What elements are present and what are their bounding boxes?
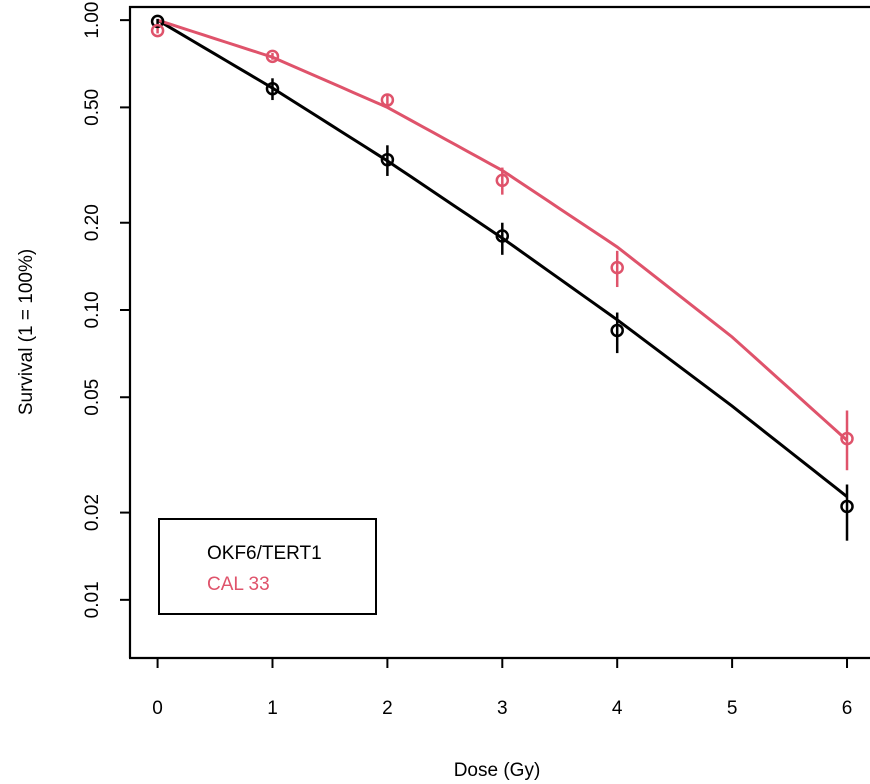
y-tick-label: 0.02 (82, 494, 103, 531)
plot-frame (128, 5, 870, 660)
x-tick-label: 4 (612, 698, 623, 719)
data-point (495, 173, 510, 188)
x-tick-label: 6 (842, 698, 853, 719)
x-tick-label: 2 (382, 698, 393, 719)
fit-lines (156, 18, 849, 498)
y-tick-label: 0.50 (82, 89, 103, 126)
data-point (610, 260, 624, 275)
y-tick-label: 1.00 (82, 2, 103, 39)
y-tick-label: 0.10 (82, 291, 103, 328)
legend-box (158, 518, 377, 615)
x-tick-label: 1 (267, 698, 278, 719)
x-axis: 0 1 2 3 4 5 6 (152, 658, 852, 719)
y-tick-label: 0.01 (82, 581, 103, 618)
data-point (150, 23, 165, 38)
data-point (840, 431, 854, 446)
legend: OKF6/TERT1 CAL 33 (158, 518, 377, 615)
data-point (495, 229, 510, 243)
x-axis-label: Dose (Gy) (454, 760, 541, 781)
data-point (265, 81, 280, 96)
data-point (840, 499, 854, 514)
legend-label-cal33: CAL 33 (207, 574, 270, 595)
data-point (610, 323, 624, 338)
y-axis-label: Survival (1 = 100%) (16, 249, 37, 415)
y-axis: 0.01 0.02 0.05 0.10 0.20 0.50 1.00 (82, 2, 130, 618)
data-point (150, 14, 165, 29)
x-tick-label: 3 (497, 698, 508, 719)
data-points (150, 14, 854, 514)
data-point (265, 49, 280, 64)
legend-label-okf6: OKF6/TERT1 (207, 543, 322, 564)
x-tick-label: 0 (152, 698, 163, 719)
y-tick-label: 0.20 (82, 204, 103, 241)
y-tick-label: 0.05 (82, 379, 103, 416)
error-bars (156, 18, 849, 541)
x-tick-label: 5 (727, 698, 738, 719)
fit-line (156, 18, 848, 498)
data-point (380, 93, 395, 107)
data-point (380, 152, 395, 167)
